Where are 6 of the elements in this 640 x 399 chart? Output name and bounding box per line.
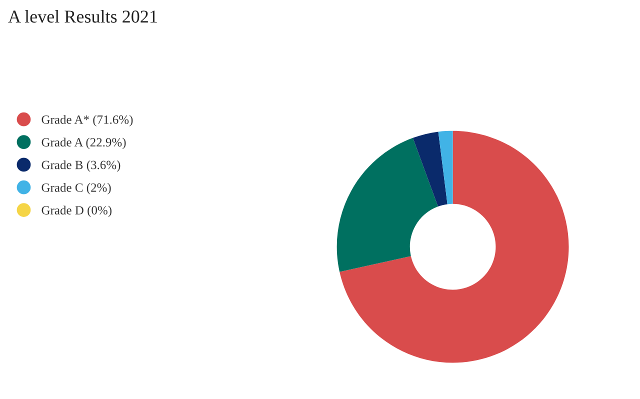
legend-label: Grade B (3.6%)	[42, 160, 120, 172]
chart-title: A level Results 2021	[8, 10, 157, 23]
legend-label: Grade A* (71.6%)	[42, 115, 133, 126]
legend-label: Grade D (0%)	[42, 206, 112, 218]
legend-label: Grade C (2%)	[42, 183, 111, 194]
legend-label: Grade A (22.9%)	[42, 138, 126, 150]
